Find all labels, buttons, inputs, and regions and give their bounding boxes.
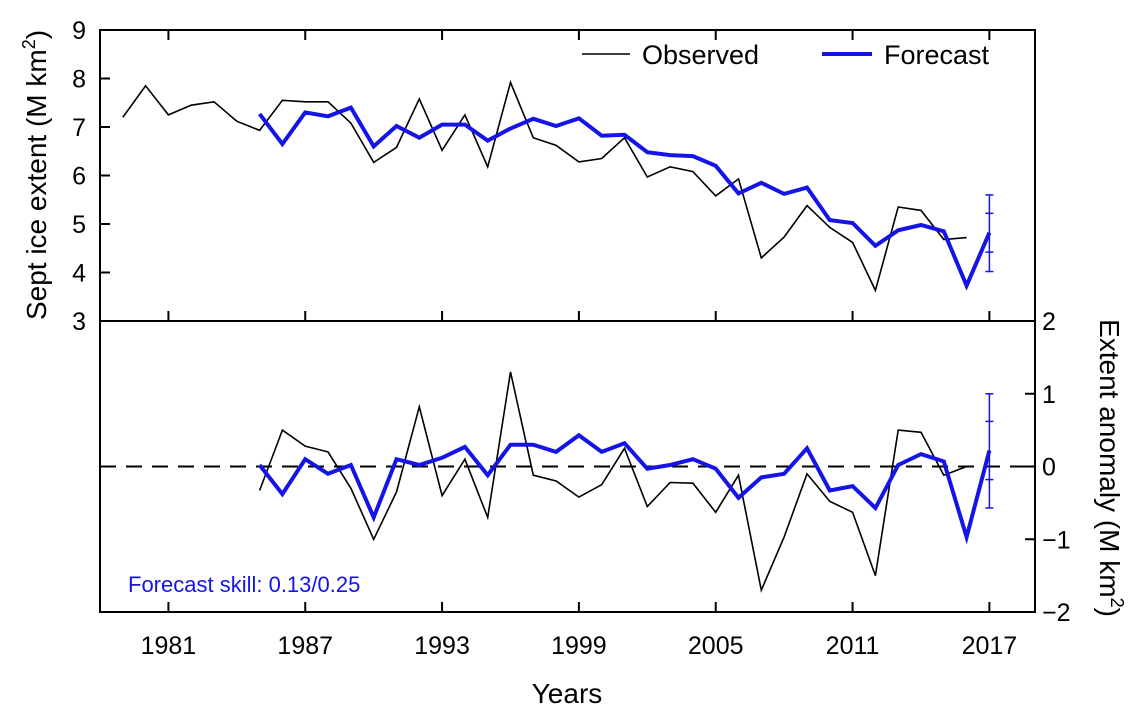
x-tick-label: 1993 <box>414 632 470 660</box>
top-forecast-error-bar <box>985 194 994 273</box>
top-y-tick-label: 8 <box>72 66 86 94</box>
x-axis: 1981 1987 1993 1999 2005 2011 2017 <box>141 30 1018 660</box>
bottom-y-tick-label: 1 <box>1042 381 1056 409</box>
top-y-tick-label: 3 <box>72 308 86 336</box>
top-y-tick-label: 7 <box>72 114 86 142</box>
top-y-tick-label: 6 <box>72 163 86 191</box>
bottom-forecast-line <box>258 432 992 545</box>
top-panel-frame <box>99 29 1036 322</box>
bottom-y-axis-label: Extent anomaly (M km2) <box>1094 319 1127 617</box>
bottom-y-tick-label: 0 <box>1042 454 1056 482</box>
bottom-y-tick-label: −2 <box>1042 599 1071 627</box>
x-tick-label: 1981 <box>141 632 197 660</box>
bottom-forecast-error-bar <box>985 393 994 509</box>
bottom-observed-line <box>258 371 967 593</box>
x-axis-label: Years <box>532 678 603 709</box>
legend: Observed Forecast <box>582 40 990 70</box>
legend-forecast-label: Forecast <box>884 40 990 70</box>
forecast-skill-annotation: Forecast skill: 0.13/0.25 <box>128 572 360 597</box>
x-tick-label: 1999 <box>551 632 607 660</box>
bottom-y-tick-label: 2 <box>1042 308 1056 336</box>
top-forecast-line <box>258 105 992 291</box>
bottom-y-tick-label: −1 <box>1042 526 1071 554</box>
top-y-tick-label: 4 <box>72 260 86 288</box>
top-y-tick-label: 5 <box>72 211 86 239</box>
top-y-tick-label: 9 <box>72 17 86 45</box>
top-y-axis: 3 4 5 6 7 8 9 <box>72 17 110 336</box>
x-tick-label: 2005 <box>688 632 744 660</box>
top-observed-line <box>122 79 967 293</box>
top-y-axis-label: Sept ice extent (M km2) <box>19 30 52 320</box>
x-tick-label: 2011 <box>826 632 880 660</box>
legend-observed-label: Observed <box>642 40 759 70</box>
bottom-y-axis: −2 −1 0 1 2 <box>1025 308 1071 627</box>
x-tick-label: 2017 <box>962 632 1018 660</box>
x-tick-label: 1987 <box>277 632 333 660</box>
